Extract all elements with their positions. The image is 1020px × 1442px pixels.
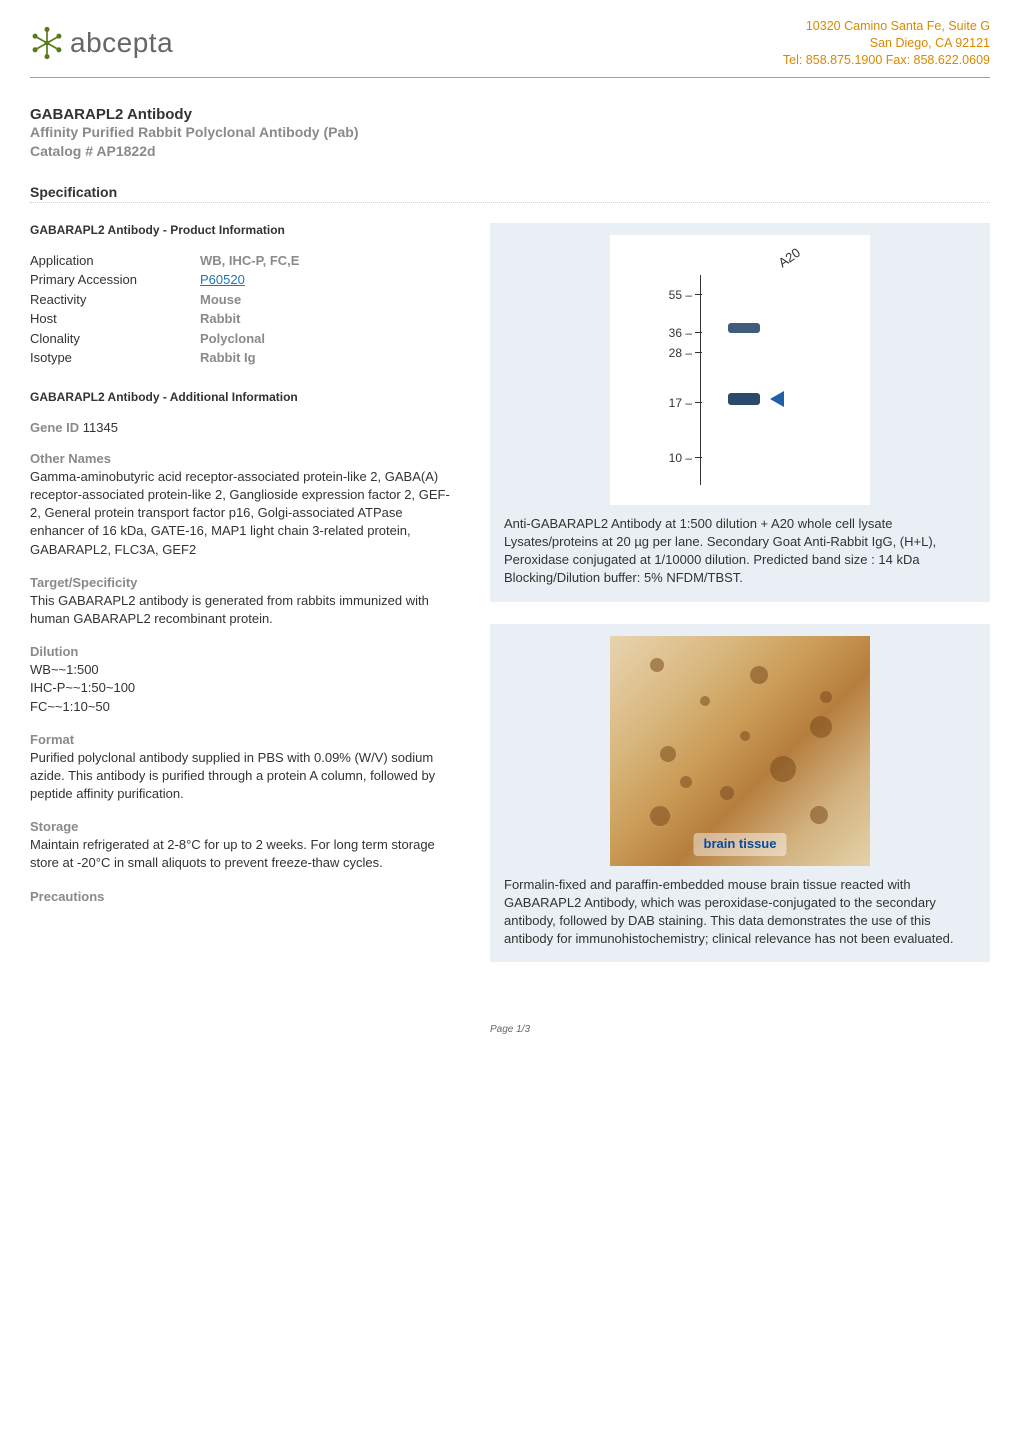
kv-key: Application [30, 251, 200, 271]
target-value: This GABARAPL2 antibody is generated fro… [30, 592, 460, 628]
ihc-spot [810, 716, 832, 738]
kv-key: Host [30, 309, 200, 329]
ihc-spot [720, 786, 734, 800]
blot-caption: Anti-GABARAPL2 Antibody at 1:500 dilutio… [504, 515, 976, 588]
storage-label: Storage [30, 819, 460, 834]
blot-axis [700, 275, 701, 485]
blot-tick: 10 – [662, 450, 692, 467]
additional-info-header: GABARAPL2 Antibody - Additional Informat… [30, 390, 460, 404]
kv-value: Polyclonal [200, 329, 265, 349]
left-column: GABARAPL2 Antibody - Product Information… [30, 223, 460, 985]
dilution-line: IHC-P~~1:50~100 [30, 679, 460, 697]
kv-key: Clonality [30, 329, 200, 349]
ihc-spot [650, 658, 664, 672]
company-address: 10320 Camino Santa Fe, Suite G San Diego… [783, 18, 990, 69]
blot-tick: 28 – [662, 345, 692, 362]
blot-tick: 17 – [662, 395, 692, 412]
kv-row: HostRabbit [30, 309, 460, 329]
address-line: San Diego, CA 92121 [783, 35, 990, 52]
ihc-tissue-label: brain tissue [694, 833, 787, 855]
blot-band [728, 393, 760, 405]
ihc-caption: Formalin-fixed and paraffin-embedded mou… [504, 876, 976, 949]
precautions-label: Precautions [30, 889, 460, 904]
address-line: Tel: 858.875.1900 Fax: 858.622.0609 [783, 52, 990, 69]
kv-key: Primary Accession [30, 270, 200, 290]
kv-key: Isotype [30, 348, 200, 368]
page-number: Page 1/3 [30, 1024, 990, 1035]
kv-value: WB, IHC-P, FC,E [200, 251, 299, 271]
logo-icon [30, 26, 64, 60]
kv-row: ApplicationWB, IHC-P, FC,E [30, 251, 460, 271]
dilution-label: Dilution [30, 644, 460, 659]
format-value: Purified polyclonal antibody supplied in… [30, 749, 460, 804]
ihc-spot [810, 806, 828, 824]
ihc-spot [680, 776, 692, 788]
kv-row: IsotypeRabbit Ig [30, 348, 460, 368]
product-info-header: GABARAPL2 Antibody - Product Information [30, 223, 460, 237]
ihc-spot [700, 696, 710, 706]
storage-value: Maintain refrigerated at 2-8°C for up to… [30, 836, 460, 872]
product-name: GABARAPL2 Antibody [30, 106, 990, 123]
ihc-spot [750, 666, 768, 684]
product-subtitle: Affinity Purified Rabbit Polyclonal Anti… [30, 123, 990, 143]
blot-arrow-icon [770, 391, 784, 407]
other-names-label: Other Names [30, 451, 460, 466]
section-specification: Specification [30, 184, 990, 203]
gene-id-label-text: Gene ID [30, 420, 79, 435]
blot-tick: 36 – [662, 325, 692, 342]
kv-value: P60520 [200, 270, 245, 290]
target-label: Target/Specificity [30, 575, 460, 590]
ihc-spot [650, 806, 670, 826]
kv-value: Rabbit Ig [200, 348, 256, 368]
accession-link[interactable]: P60520 [200, 272, 245, 287]
page-header: abcepta 10320 Camino Santa Fe, Suite G S… [30, 0, 990, 78]
ihc-spot [820, 691, 832, 703]
gene-id-value: 11345 [83, 420, 118, 435]
dilution-line: WB~~1:500 [30, 661, 460, 679]
ihc-spot [660, 746, 676, 762]
figure-ihc: brain tissue Formalin-fixed and paraffin… [490, 624, 990, 963]
other-names-value: Gamma-aminobutyric acid receptor-associa… [30, 468, 460, 559]
ihc-image: brain tissue [610, 636, 870, 866]
logo: abcepta [30, 26, 173, 60]
kv-row: Primary AccessionP60520 [30, 270, 460, 290]
blot-band [728, 323, 760, 333]
blot-image: A20 55 – 36 – 28 – 17 – 10 – [610, 235, 870, 505]
blot-tick: 55 – [662, 287, 692, 304]
kv-key: Reactivity [30, 290, 200, 310]
product-catalog: Catalog # AP1822d [30, 142, 990, 162]
format-label: Format [30, 732, 460, 747]
two-column-layout: GABARAPL2 Antibody - Product Information… [30, 223, 990, 985]
kv-table: ApplicationWB, IHC-P, FC,EPrimary Access… [30, 251, 460, 368]
blot-lane-label: A20 [775, 244, 804, 272]
kv-value: Mouse [200, 290, 241, 310]
dilution-line: FC~~1:10~50 [30, 698, 460, 716]
ihc-spot [740, 731, 750, 741]
kv-value: Rabbit [200, 309, 240, 329]
gene-id-label: Gene ID 11345 [30, 420, 460, 435]
ihc-spot [770, 756, 796, 782]
figure-western-blot: A20 55 – 36 – 28 – 17 – 10 – Anti-GABARAPL2 … [490, 223, 990, 602]
address-line: 10320 Camino Santa Fe, Suite G [783, 18, 990, 35]
right-column: A20 55 – 36 – 28 – 17 – 10 – Anti-GABARAPL2 … [490, 223, 990, 985]
kv-row: ClonalityPolyclonal [30, 329, 460, 349]
dilution-values: WB~~1:500 IHC-P~~1:50~100 FC~~1:10~50 [30, 661, 460, 716]
kv-row: ReactivityMouse [30, 290, 460, 310]
logo-text: abcepta [70, 27, 173, 59]
product-title-block: GABARAPL2 Antibody Affinity Purified Rab… [30, 106, 990, 162]
